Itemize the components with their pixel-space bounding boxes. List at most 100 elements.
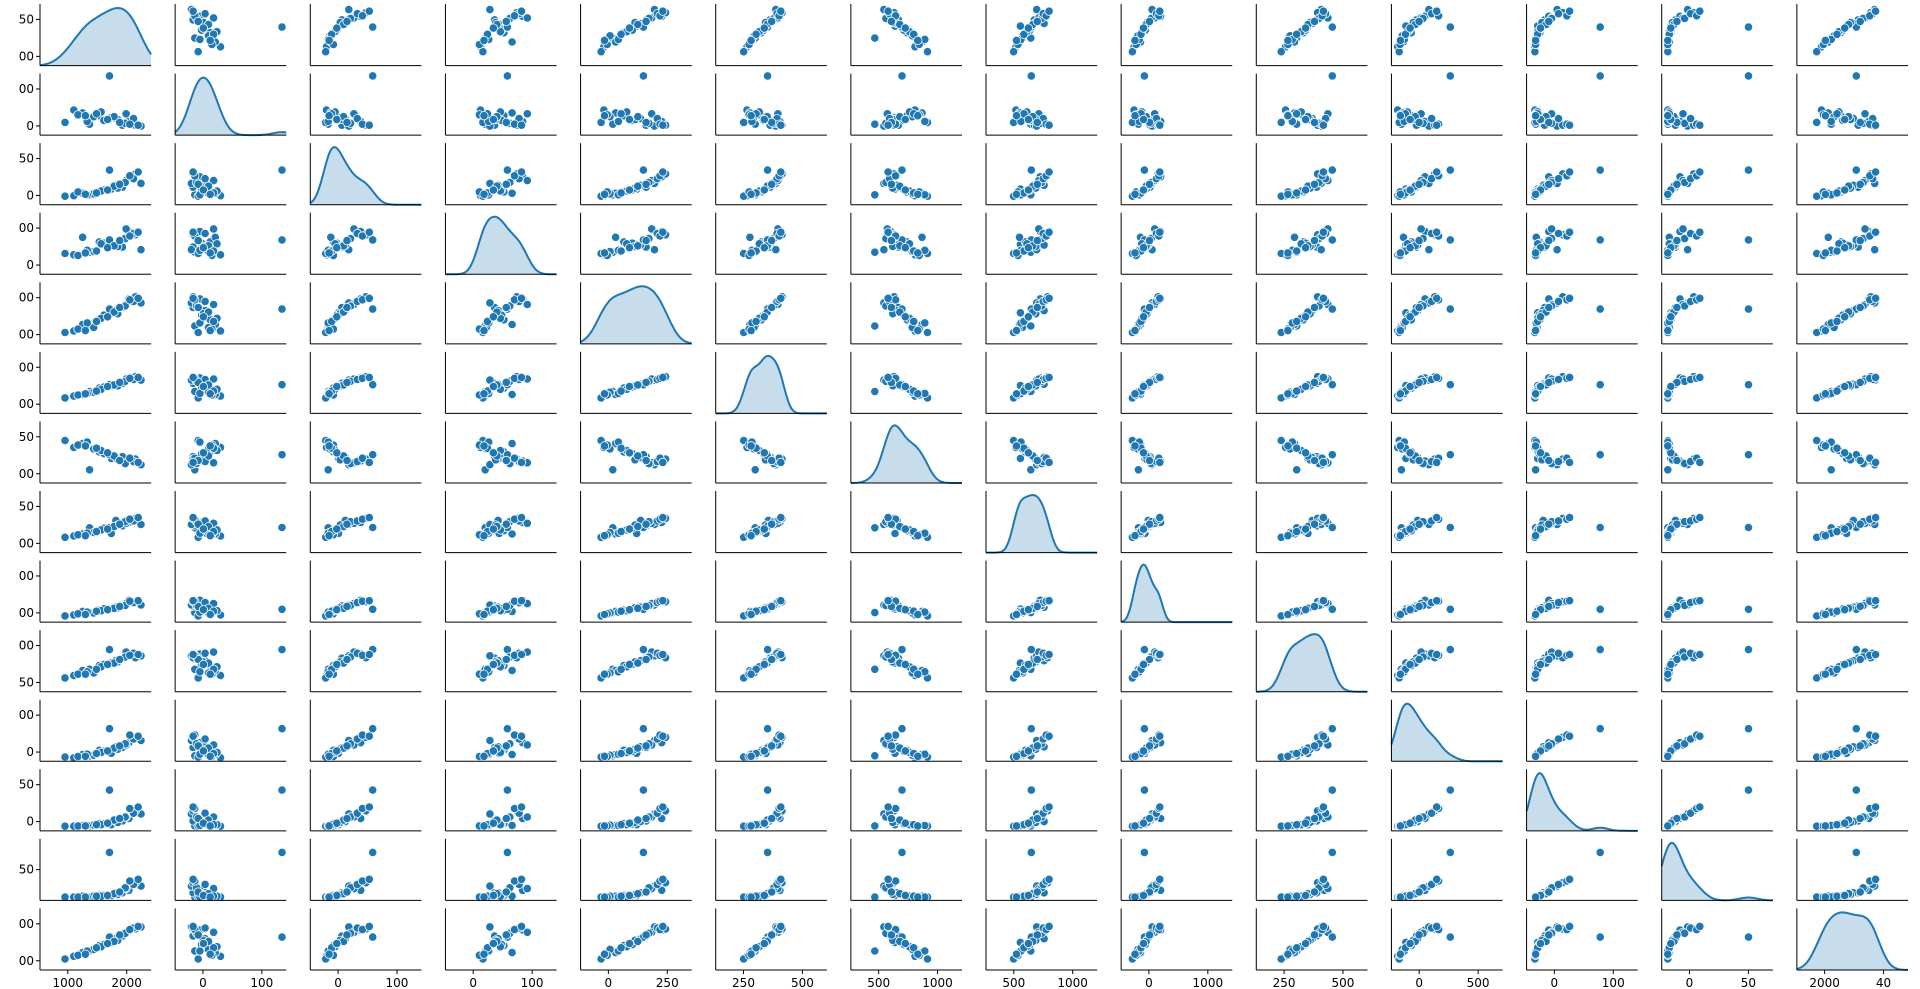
data-point — [1820, 609, 1831, 620]
data-point — [1832, 820, 1842, 830]
y-tick-label: 00 — [19, 49, 34, 63]
data-point — [1292, 443, 1302, 453]
panel-r9-c4 — [580, 630, 692, 693]
data-point — [1552, 245, 1562, 255]
data-point — [479, 821, 489, 831]
data-point — [1544, 741, 1554, 751]
panel-r3-c12 — [1661, 212, 1773, 275]
panel-r6-c11 — [1526, 421, 1638, 484]
data-point — [1011, 441, 1022, 451]
data-point — [1553, 597, 1564, 608]
panel-r1-c1 — [174, 73, 287, 137]
data-point — [342, 519, 352, 529]
data-point — [1138, 243, 1149, 253]
panel-r8-c12 — [1661, 560, 1773, 623]
data-point — [641, 519, 651, 529]
data-point — [277, 450, 287, 460]
data-point — [1292, 606, 1302, 616]
data-point — [507, 319, 517, 330]
data-point — [1663, 248, 1673, 258]
data-point — [633, 380, 643, 390]
panel-r5-c1 — [174, 351, 287, 414]
data-point — [1860, 109, 1870, 119]
data-point — [115, 887, 125, 897]
data-point — [516, 596, 527, 606]
data-point — [890, 730, 901, 740]
panel-r11-c6 — [850, 769, 962, 832]
data-point — [1832, 606, 1842, 616]
panel-r8-c13 — [1796, 560, 1908, 623]
data-point — [1840, 185, 1850, 195]
data-point — [1678, 224, 1688, 234]
panel-r7-c1 — [174, 491, 287, 554]
data-point — [115, 455, 125, 466]
data-point — [103, 524, 113, 534]
data-point — [624, 746, 635, 756]
data-point — [883, 167, 893, 177]
data-point — [1565, 167, 1575, 177]
data-point — [200, 9, 210, 19]
data-point — [1871, 227, 1881, 237]
data-point — [1414, 455, 1424, 466]
data-point — [1871, 293, 1881, 303]
data-point — [1695, 596, 1705, 606]
data-point — [1395, 821, 1406, 831]
data-point — [1544, 302, 1554, 313]
data-point — [188, 649, 198, 660]
panel-r0-c6 — [850, 4, 962, 67]
data-point — [125, 171, 135, 181]
data-point — [1011, 821, 1022, 831]
data-point — [501, 302, 511, 313]
data-point — [1026, 71, 1036, 81]
panel-r10-c13 — [1796, 699, 1908, 763]
data-point — [352, 114, 362, 124]
data-point — [913, 111, 923, 121]
data-point — [767, 302, 777, 313]
data-point — [321, 47, 331, 57]
data-point — [502, 71, 512, 81]
data-point — [133, 120, 143, 130]
data-point — [364, 6, 374, 16]
data-point — [1318, 227, 1329, 237]
data-point — [900, 381, 910, 392]
data-point — [599, 441, 610, 451]
data-point — [1301, 524, 1311, 534]
data-point — [1820, 441, 1831, 451]
data-point — [200, 174, 210, 184]
data-point — [1292, 820, 1302, 830]
panel-r6-c10 — [1390, 421, 1503, 484]
data-point — [1743, 522, 1754, 533]
data-point — [478, 47, 488, 57]
data-point — [1139, 71, 1150, 81]
data-point — [1301, 605, 1311, 615]
data-point — [1535, 659, 1546, 670]
panel-r1-c11 — [1526, 71, 1638, 136]
data-point — [488, 524, 498, 534]
data-point — [1663, 35, 1673, 46]
data-point — [1011, 389, 1022, 399]
panel-r1-c10 — [1390, 71, 1503, 136]
data-point — [1318, 731, 1329, 741]
data-point — [1832, 386, 1842, 396]
data-point — [1531, 389, 1541, 399]
data-point — [1840, 659, 1850, 670]
data-point — [91, 891, 102, 901]
data-point — [1823, 232, 1833, 242]
panel-r10-c7 — [985, 699, 1098, 763]
data-point — [1414, 601, 1424, 612]
data-point — [1023, 185, 1034, 195]
data-point — [368, 235, 378, 245]
data-point — [1023, 312, 1034, 322]
data-point — [1666, 23, 1676, 33]
data-point — [60, 327, 70, 338]
data-point — [1044, 372, 1054, 382]
data-point — [1301, 818, 1311, 828]
data-point — [608, 465, 618, 475]
y-tick-label: 00 — [19, 467, 34, 481]
panel-r0-c7 — [985, 4, 1098, 67]
data-point — [198, 448, 208, 458]
data-point — [624, 818, 635, 828]
data-point — [1678, 109, 1688, 119]
data-point — [332, 312, 342, 322]
data-point — [133, 649, 143, 660]
